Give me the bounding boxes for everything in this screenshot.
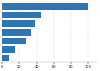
Bar	[2, 55, 9, 61]
Bar	[2, 38, 26, 44]
Bar	[2, 3, 88, 10]
Bar	[2, 20, 35, 27]
Bar	[2, 12, 41, 18]
Bar	[2, 46, 15, 53]
Bar	[2, 29, 30, 36]
